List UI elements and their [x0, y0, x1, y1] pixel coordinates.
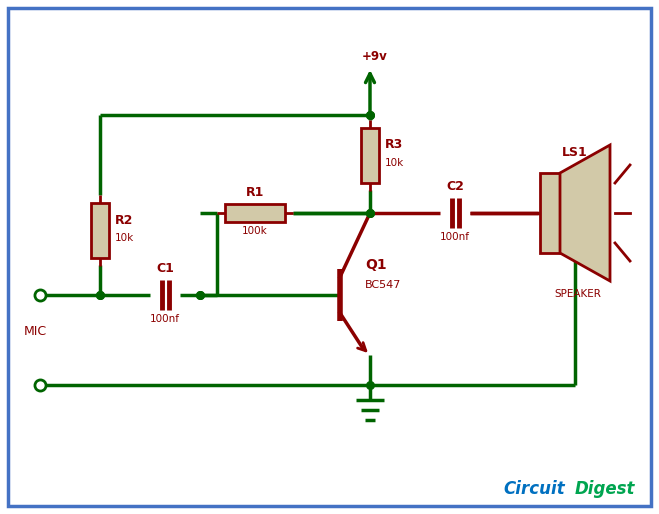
Text: Digest: Digest	[575, 480, 635, 498]
Text: Q1: Q1	[365, 258, 387, 272]
Polygon shape	[560, 145, 610, 281]
Text: MIC: MIC	[24, 325, 47, 338]
Bar	[540, 173, 560, 253]
Text: 100k: 100k	[242, 226, 268, 236]
Text: C1: C1	[156, 262, 174, 275]
Text: Circuit: Circuit	[503, 480, 565, 498]
Text: +9v: +9v	[362, 50, 388, 63]
Text: R2: R2	[115, 213, 133, 227]
Bar	[91, 203, 109, 258]
Text: 10k: 10k	[115, 233, 134, 243]
Text: R1: R1	[246, 186, 264, 199]
Text: C2: C2	[446, 180, 464, 193]
Text: 10k: 10k	[385, 158, 404, 168]
Bar	[225, 204, 285, 222]
Text: SPEAKER: SPEAKER	[555, 289, 602, 299]
Text: R3: R3	[385, 138, 403, 152]
Text: 100nf: 100nf	[440, 232, 470, 242]
Text: 100nf: 100nf	[150, 314, 180, 324]
Text: LS1: LS1	[562, 146, 588, 159]
Bar	[361, 127, 379, 182]
Text: BC547: BC547	[365, 280, 401, 290]
